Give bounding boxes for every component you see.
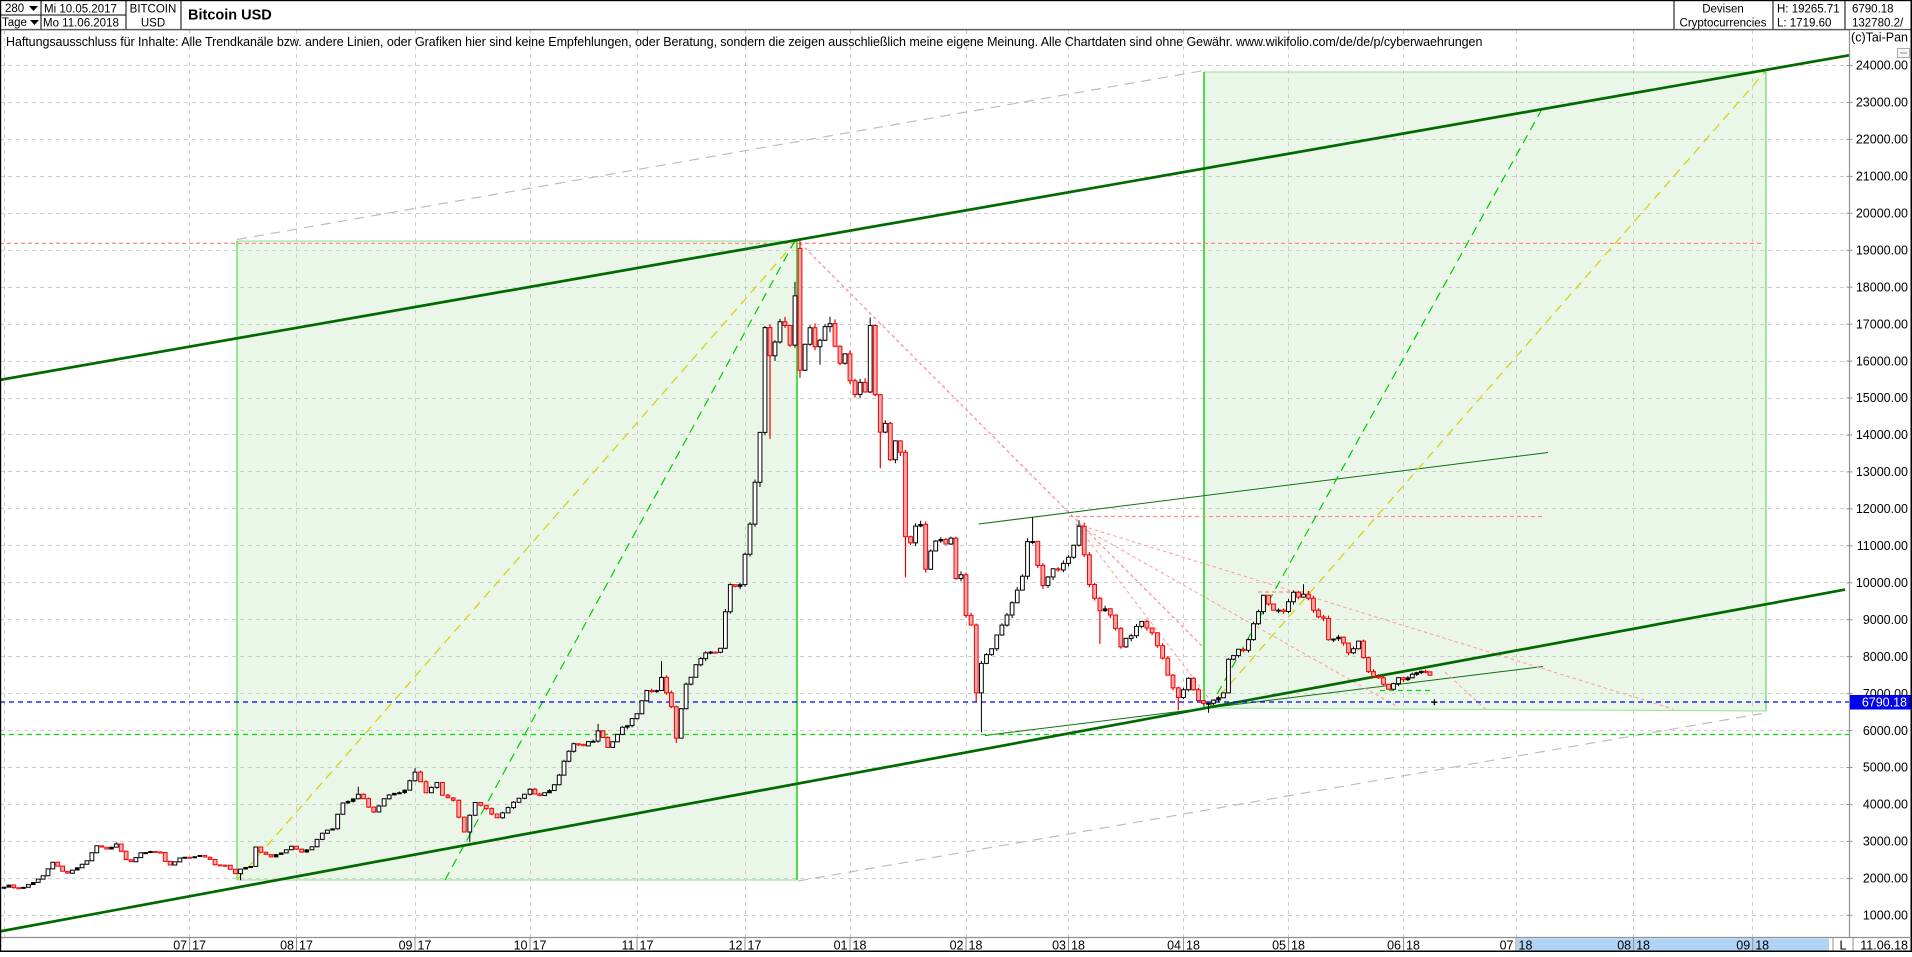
svg-text:Tage: Tage <box>2 17 27 29</box>
svg-text:18: 18 <box>1636 939 1650 953</box>
svg-text:17: 17 <box>748 939 762 953</box>
svg-text:17: 17 <box>418 939 432 953</box>
svg-text:6790.18: 6790.18 <box>1862 696 1907 710</box>
svg-text:3000.00: 3000.00 <box>1863 835 1908 849</box>
svg-text:11: 11 <box>622 939 635 953</box>
svg-text:23000.00: 23000.00 <box>1856 96 1908 110</box>
svg-text:4000.00: 4000.00 <box>1863 798 1908 812</box>
svg-text:21000.00: 21000.00 <box>1856 170 1908 184</box>
svg-text:8000.00: 8000.00 <box>1863 650 1908 664</box>
svg-text:16000.00: 16000.00 <box>1856 354 1908 368</box>
svg-text:Haftungsausschluss für Inhalte: Haftungsausschluss für Inhalte: Alle Tre… <box>6 35 1482 49</box>
svg-text:18: 18 <box>1186 939 1200 953</box>
svg-text:04: 04 <box>1167 939 1181 953</box>
svg-text:19000.00: 19000.00 <box>1856 244 1908 258</box>
svg-text:18: 18 <box>853 939 867 953</box>
svg-text:Mi 10.05.2017: Mi 10.05.2017 <box>44 4 117 16</box>
svg-text:07: 07 <box>173 939 187 953</box>
svg-text:H: 19265.71: H: 19265.71 <box>1777 4 1840 16</box>
svg-text:USD: USD <box>141 18 165 30</box>
svg-text:10: 10 <box>514 939 528 953</box>
svg-text:24000.00: 24000.00 <box>1856 59 1908 73</box>
svg-text:17: 17 <box>192 939 206 953</box>
svg-text:17: 17 <box>299 939 313 953</box>
svg-text:09: 09 <box>1736 939 1750 953</box>
svg-text:17000.00: 17000.00 <box>1856 317 1908 331</box>
svg-text:5000.00: 5000.00 <box>1863 761 1908 775</box>
svg-text:05: 05 <box>1272 939 1286 953</box>
svg-text:07: 07 <box>1500 939 1514 953</box>
svg-text:08: 08 <box>280 939 294 953</box>
svg-text:10000.00: 10000.00 <box>1856 576 1908 590</box>
svg-text:17: 17 <box>640 939 654 953</box>
svg-text:Mo 11.06.2018: Mo 11.06.2018 <box>43 18 119 30</box>
svg-text:12: 12 <box>729 939 743 953</box>
svg-text:9000.00: 9000.00 <box>1863 613 1908 627</box>
svg-text:02: 02 <box>950 939 964 953</box>
svg-text:280: 280 <box>5 3 24 15</box>
svg-text:BITCOIN: BITCOIN <box>130 4 177 16</box>
svg-text:Cryptocurrencies: Cryptocurrencies <box>1680 18 1767 30</box>
svg-text:13000.00: 13000.00 <box>1856 465 1908 479</box>
svg-text:6000.00: 6000.00 <box>1863 724 1908 738</box>
svg-text:11.06.18: 11.06.18 <box>1860 939 1908 953</box>
svg-text:17: 17 <box>533 939 547 953</box>
svg-text:01: 01 <box>834 939 848 953</box>
svg-text:18: 18 <box>1406 939 1420 953</box>
svg-text:18: 18 <box>1071 939 1085 953</box>
svg-text:2000.00: 2000.00 <box>1863 872 1908 886</box>
svg-text:15000.00: 15000.00 <box>1856 391 1908 405</box>
svg-text:06: 06 <box>1387 939 1401 953</box>
svg-text:03: 03 <box>1052 939 1066 953</box>
svg-text:14000.00: 14000.00 <box>1856 428 1908 442</box>
svg-text:12000.00: 12000.00 <box>1856 502 1908 516</box>
svg-text:6790.18: 6790.18 <box>1852 4 1894 16</box>
svg-text:22000.00: 22000.00 <box>1856 133 1908 147</box>
svg-text:Bitcoin USD: Bitcoin USD <box>188 8 272 24</box>
svg-text:Devisen: Devisen <box>1702 4 1744 16</box>
svg-text:L: 1719.60: L: 1719.60 <box>1777 18 1831 30</box>
svg-text:09: 09 <box>399 939 413 953</box>
svg-text:11000.00: 11000.00 <box>1857 539 1908 553</box>
svg-text:1000.00: 1000.00 <box>1863 909 1908 923</box>
svg-text:(c)Tai-Pan: (c)Tai-Pan <box>1851 31 1908 45</box>
svg-text:L: L <box>1840 939 1847 953</box>
svg-text:18000.00: 18000.00 <box>1856 280 1908 294</box>
svg-text:18: 18 <box>1755 939 1769 953</box>
svg-text:18: 18 <box>969 939 983 953</box>
svg-text:18: 18 <box>1291 939 1305 953</box>
svg-text:18: 18 <box>1519 939 1533 953</box>
svg-text:20000.00: 20000.00 <box>1856 207 1908 221</box>
svg-text:132780.2/: 132780.2/ <box>1852 18 1904 30</box>
svg-text:08: 08 <box>1617 939 1631 953</box>
